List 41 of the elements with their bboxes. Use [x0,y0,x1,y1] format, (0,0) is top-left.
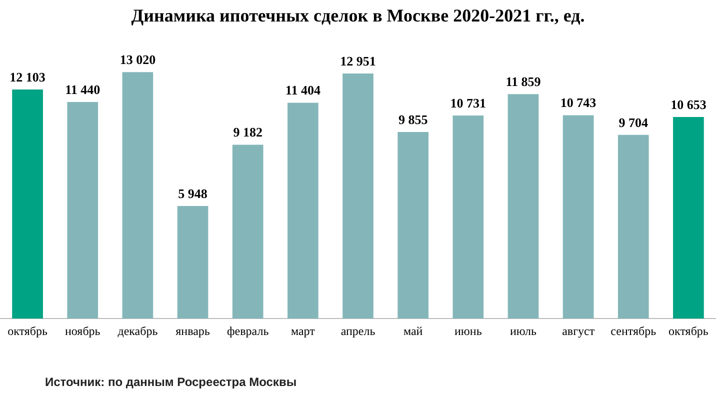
x-tick-label: апрель [340,324,376,338]
x-tick-label: июль [510,324,538,338]
bar [398,132,428,319]
text: Источник: по данным Росреестра Москвы [45,375,297,389]
data-label: 11 404 [285,82,321,98]
bar [342,73,374,319]
x-tick-label: январь [176,324,210,338]
bar [122,72,154,319]
data-label: 12 951 [340,53,376,68]
bar [508,94,539,319]
data-label: 12 103 [10,69,46,84]
x-tick-label: август [562,324,596,338]
chart-title: Динамика ипотечных сделок в Москве 2020-2021 гг., ед. [131,5,585,26]
data-label: 9 704 [618,114,649,130]
data-label: 11 859 [506,74,542,89]
bar [562,115,594,319]
bar [618,134,649,319]
x-tick-label: май [403,324,424,338]
data-label: 9 182 [233,124,262,140]
data-label: 5 948 [178,186,208,201]
data-label: 9 855 [398,112,428,127]
x-tick-label: декабрь [118,324,158,338]
x-tick-label: октябрь [8,324,48,338]
bar [673,116,704,319]
data-label: 13 020 [120,52,156,68]
data-label: 10 731 [450,95,486,110]
data-label: 10 653 [670,96,707,112]
x-tick-label: октябрь [668,324,709,338]
data-label: 10 743 [560,95,597,110]
bar [67,102,98,319]
bar [452,115,484,319]
x-tick-label: сентябрь [610,324,657,338]
x-tick-label: июнь [454,324,482,338]
x-tick-label: ноябрь [64,324,101,338]
x-tick-label: февраль [227,324,270,338]
bar [177,206,208,319]
bar [288,102,318,319]
bar [232,144,264,319]
data-label: 11 440 [65,82,100,97]
bar [12,90,43,319]
x-tick-label: март [290,324,316,338]
